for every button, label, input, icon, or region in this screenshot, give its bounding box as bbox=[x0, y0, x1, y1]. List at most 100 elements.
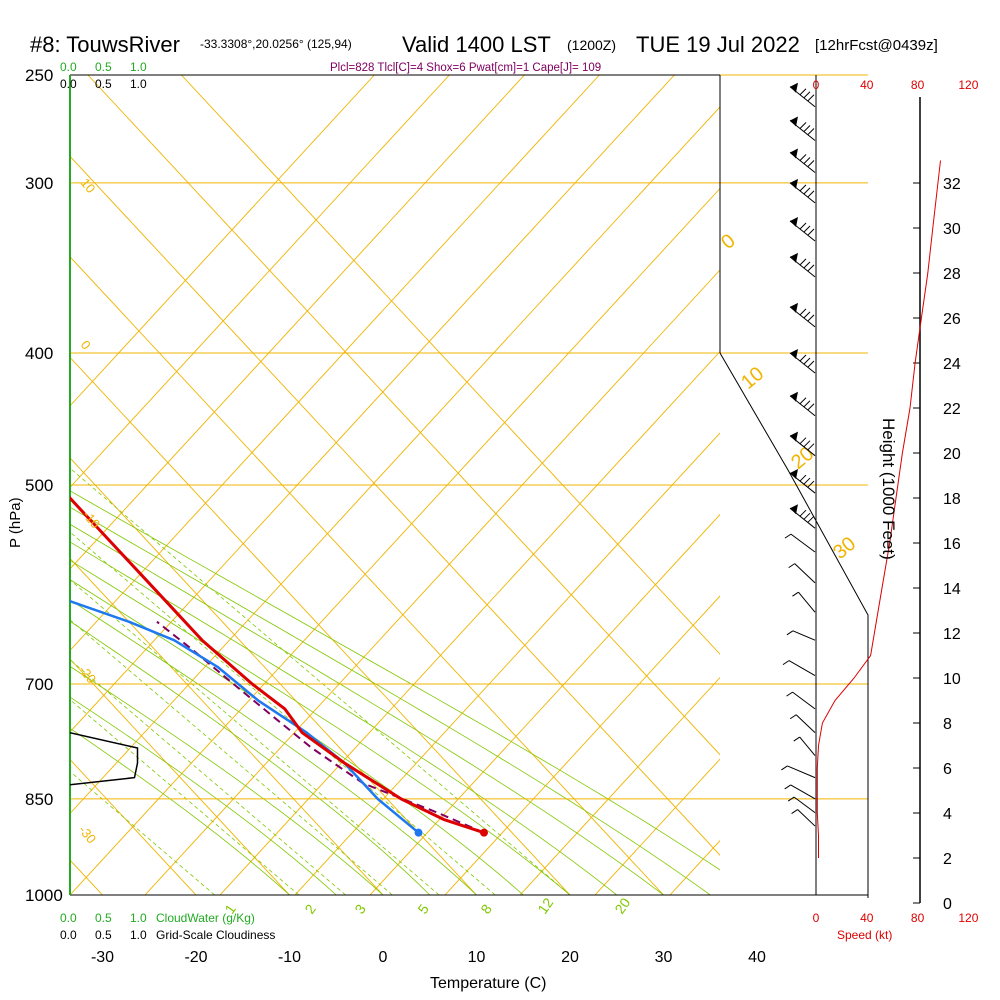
wind-barb-pennant bbox=[790, 302, 798, 313]
cloudwater-tick-top: 1.0 bbox=[130, 60, 147, 74]
valid-date: TUE 19 Jul 2022 bbox=[636, 32, 800, 57]
height-tick-label: 6 bbox=[943, 761, 952, 778]
wind-barb-feather bbox=[789, 714, 797, 720]
height-tick-label: 10 bbox=[943, 671, 961, 688]
wind-barb-feather bbox=[781, 765, 788, 771]
wind-barb-feather bbox=[807, 480, 815, 488]
wind-barb-feather bbox=[803, 91, 811, 99]
sounding-params: Plcl=828 Tlcl[C]=4 Shox=6 Pwat[cm]=1 Cap… bbox=[330, 62, 601, 74]
height-tick-label: 8 bbox=[943, 716, 952, 733]
height-tick-label: 28 bbox=[943, 266, 961, 283]
speed-tick-top: 0 bbox=[813, 78, 820, 92]
wind-barb bbox=[789, 349, 816, 374]
wind-barb-staff bbox=[795, 714, 816, 734]
wind-barb-pennant bbox=[790, 82, 798, 93]
wind-barb-feather bbox=[803, 157, 811, 164]
wind-barb-pennant bbox=[790, 148, 798, 159]
wind-barb-feather bbox=[799, 437, 807, 445]
speed-tick-top: 40 bbox=[860, 78, 874, 92]
wind-barb bbox=[789, 217, 816, 242]
moist-adiabat bbox=[70, 696, 337, 896]
moist-adiabat bbox=[70, 506, 711, 896]
x-axis-title: Temperature (C) bbox=[430, 975, 546, 992]
wind-barb-feather bbox=[799, 88, 807, 96]
height-tick-label: 2 bbox=[943, 851, 952, 868]
wind-barb bbox=[784, 784, 816, 800]
wind-barb-staff bbox=[790, 784, 816, 800]
speed-tick-top: 80 bbox=[911, 78, 925, 92]
adiabat-line bbox=[70, 75, 375, 407]
cloudiness-tick-bottom: 0.5 bbox=[95, 928, 112, 942]
height-tick-label: 24 bbox=[943, 356, 961, 373]
height-tick-label: 26 bbox=[943, 311, 961, 328]
wind-barb-feather bbox=[803, 261, 811, 269]
wind-barb bbox=[789, 469, 816, 494]
wind-speed-profile bbox=[816, 160, 941, 858]
mixing-ratio-label: 3 bbox=[351, 901, 369, 917]
wind-barb-feather bbox=[803, 477, 811, 485]
x-tick-label: 40 bbox=[748, 949, 766, 966]
height-tick-label: 20 bbox=[943, 446, 961, 463]
wind-barb-pennant bbox=[790, 469, 798, 480]
surface-dewpoint-dot bbox=[414, 828, 423, 837]
wind-barb bbox=[791, 809, 816, 827]
moist-adiabat bbox=[70, 579, 524, 896]
height-tick-label: 16 bbox=[943, 536, 961, 553]
wind-barb-feather bbox=[803, 225, 811, 233]
moist-adiabat bbox=[70, 559, 571, 896]
wind-barb bbox=[789, 714, 816, 734]
wind-barb bbox=[784, 533, 816, 553]
x-tick-label: 10 bbox=[468, 949, 486, 966]
wind-barb-staff bbox=[792, 630, 816, 641]
wind-barb-feather bbox=[803, 125, 811, 132]
height-tick-label: 0 bbox=[943, 896, 952, 913]
speed-tick-bottom: 40 bbox=[860, 911, 874, 925]
wind-barb-pennant bbox=[790, 431, 798, 442]
moist-adiabat bbox=[70, 665, 384, 896]
wind-barb-feather bbox=[807, 128, 815, 135]
wind-barb-feather bbox=[792, 591, 799, 597]
cloudiness-tick-top: 1.0 bbox=[130, 77, 147, 91]
wind-barb-pennant bbox=[790, 504, 798, 515]
isotherm-label: -30 bbox=[76, 822, 100, 846]
wind-barb bbox=[789, 116, 816, 141]
wind-barb bbox=[793, 736, 816, 756]
wind-barb-feather bbox=[784, 784, 791, 790]
x-tick-label: -20 bbox=[184, 949, 207, 966]
mixing-ratio-line bbox=[70, 467, 571, 896]
wind-barb-feather bbox=[799, 184, 807, 192]
wind-barb-pennant bbox=[790, 217, 798, 228]
moist-adiabat bbox=[70, 523, 664, 896]
wind-barb-feather bbox=[788, 563, 795, 569]
p-tick-label: 250 bbox=[25, 66, 53, 85]
adiabat-line bbox=[369, 513, 720, 896]
wind-barb-feather bbox=[799, 397, 807, 405]
wind-barb-feather bbox=[807, 403, 815, 411]
speed-tick-bottom: 120 bbox=[958, 911, 978, 925]
wind-barb-feather bbox=[784, 533, 792, 539]
wind-barb-staff bbox=[798, 591, 816, 613]
mixing-ratio-label: 8 bbox=[477, 901, 495, 917]
adiabat-label: 30 bbox=[829, 533, 860, 564]
wind-barb bbox=[789, 391, 816, 417]
wind-barb-pennant bbox=[790, 178, 798, 189]
wind-barb-feather bbox=[799, 474, 807, 482]
mixing-ratio-label: 2 bbox=[301, 901, 319, 917]
isotherm-label: 10 bbox=[78, 175, 99, 196]
p-tick-label: 400 bbox=[25, 344, 53, 363]
cloudwater-tick-top: 0.5 bbox=[95, 60, 112, 74]
x-tick-label: 30 bbox=[655, 949, 673, 966]
x-tick-label: -30 bbox=[91, 949, 114, 966]
wind-barb bbox=[792, 591, 816, 613]
y-axis-title: P (hPa) bbox=[7, 497, 24, 548]
wind-barb-feather bbox=[791, 809, 798, 814]
isotherm-line bbox=[0, 75, 9, 895]
p-tick-label: 300 bbox=[25, 174, 53, 193]
isotherm-label: 0 bbox=[78, 337, 94, 352]
wind-barb bbox=[788, 563, 816, 584]
p-tick-label: 1000 bbox=[25, 886, 63, 905]
mixing-ratio-label: 12 bbox=[534, 895, 556, 917]
speed-tick-bottom: 0 bbox=[813, 911, 820, 925]
